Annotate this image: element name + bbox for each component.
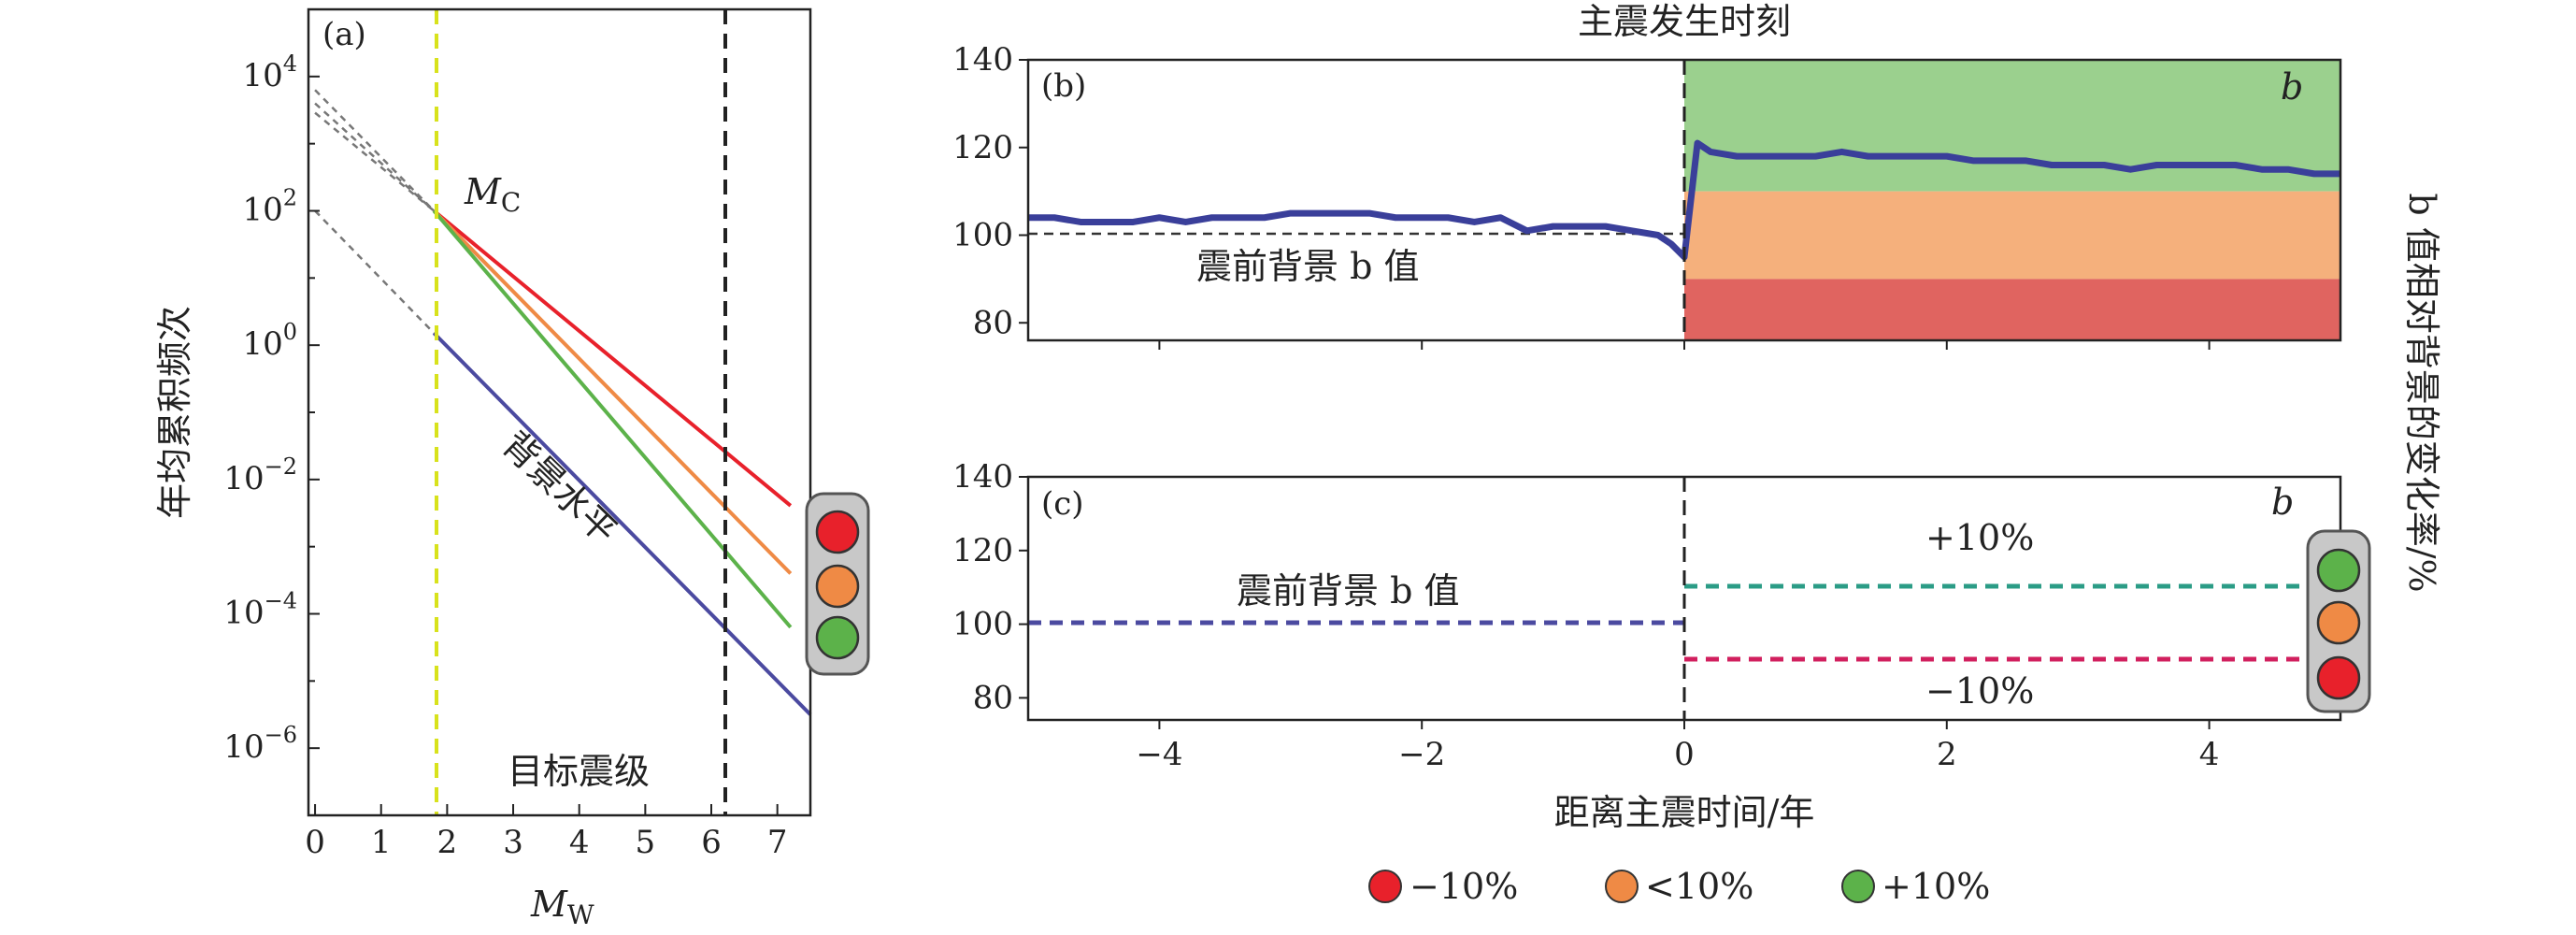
a-ytick-label: 102 [242, 185, 297, 229]
legend-green-label: +10% [1882, 866, 1990, 907]
right-ylabel: b 值相对背景的变化率/% [2401, 193, 2442, 592]
a-xtick-label: 5 [636, 824, 656, 861]
mainshock-time-title: 主震发生时刻 [1578, 1, 1791, 42]
panel-c-corner-label: b [2271, 482, 2294, 523]
b-ytick-label: 100 [952, 217, 1013, 254]
extrapolation-line-0 [314, 111, 436, 212]
panel-a-label: (a) [322, 16, 366, 53]
traffic-light-c-orange [2316, 600, 2361, 645]
c-ytick-label: 140 [952, 458, 1013, 496]
frequency-line-3 [432, 331, 812, 716]
frequency-line-1 [432, 209, 793, 575]
b-ytick-label: 80 [973, 304, 1013, 341]
traffic-light-a-green [815, 615, 860, 660]
panel-c-minus-label: −10% [1925, 670, 2034, 712]
c-ytick-label: 100 [952, 606, 1013, 643]
a-xtick-label: 7 [767, 824, 788, 861]
a-ytick-label: 10−2 [223, 453, 297, 497]
mc-label-sub: C [501, 187, 521, 218]
panel-a-ticks: 0 1 2 3 4 5 6 7 104 102 100 10−2 10−4 10−6 [223, 8, 788, 861]
panel-b: 80 100 120 140 (b) b 震前背景 b 值 [952, 41, 2342, 350]
panel-c-ticks: 80 100 120 140 −4 −2 0 2 4 [952, 458, 2219, 773]
panel-a-ylabel: 年均累积频次 [154, 306, 195, 519]
legend-red-swatch [1368, 870, 1402, 903]
a-ytick-label: 10−4 [223, 588, 297, 632]
b-ytick-label: 140 [952, 41, 1013, 79]
a-ytick-label: 100 [242, 319, 297, 363]
panel-c-label: (c) [1041, 485, 1084, 523]
panel-a-lines [314, 89, 812, 716]
a-xtick-label: 1 [371, 824, 392, 861]
traffic-light-a-red [815, 510, 860, 554]
b-zone-0 [1684, 60, 2340, 192]
c-xtick-label: −2 [1398, 736, 1445, 773]
panel-a-xlabel: MW [530, 884, 594, 930]
panel-c: 80 100 120 140 −4 −2 0 2 4 (c) b 震前背景 b 值 +10% −… [952, 458, 2371, 833]
panel-a-xlabel-main: M [530, 884, 568, 925]
panel-c-plus-label: +10% [1925, 517, 2034, 558]
mc-label: MC [464, 171, 521, 218]
panel-b-label: (b) [1041, 67, 1086, 105]
b-ytick-label: 120 [952, 129, 1013, 166]
c-ytick-label: 120 [952, 532, 1013, 569]
legend-green-swatch [1841, 870, 1875, 903]
c-xtick-label: 4 [2199, 736, 2220, 773]
traffic-light-a-orange [815, 564, 860, 609]
panel-b-zones [1684, 60, 2340, 340]
mc-label-main: M [464, 171, 502, 212]
target-magnitude-label: 目标震级 [508, 751, 650, 792]
traffic-light-c-red [2316, 655, 2361, 700]
a-ytick-label: 104 [242, 50, 297, 94]
extrapolation-line-1 [314, 102, 436, 212]
traffic-light-a [805, 492, 870, 676]
a-xtick-label: 2 [437, 824, 458, 861]
panel-c-baseline-label: 震前背景 b 值 [1237, 570, 1459, 611]
legend-orange-swatch [1605, 870, 1639, 903]
traffic-light-c-green [2316, 548, 2361, 593]
a-xtick-label: 3 [503, 824, 523, 861]
panel-b-baseline-label: 震前背景 b 值 [1196, 246, 1419, 287]
legend: −10% <10% +10% [1368, 866, 1990, 907]
b-zone-1 [1684, 191, 2340, 280]
extrapolation-line-2 [314, 89, 436, 212]
c-ytick-label: 80 [973, 679, 1013, 716]
a-xtick-label: 0 [305, 824, 325, 861]
panel-a-xlabel-sub: W [567, 899, 594, 930]
background-level-label: 背景水平 [494, 424, 625, 552]
panel-c-xlabel: 距离主震时间/年 [1554, 792, 1815, 833]
panel-b-ticks: 80 100 120 140 [952, 41, 2211, 350]
panel-a-frame [307, 7, 812, 817]
a-xtick-label: 6 [701, 824, 722, 861]
frequency-line-0 [432, 209, 793, 508]
legend-orange-label: <10% [1645, 866, 1753, 907]
b-zone-2 [1684, 279, 2340, 340]
c-xtick-label: 0 [1674, 736, 1695, 773]
c-xtick-label: −4 [1136, 736, 1182, 773]
a-ytick-label: 10−6 [223, 722, 297, 766]
panel-b-corner-label: b [2281, 66, 2303, 108]
frequency-line-2 [432, 209, 793, 629]
c-xtick-label: 2 [1937, 736, 1957, 773]
extrapolation-line-3 [314, 209, 436, 335]
traffic-light-c [2306, 529, 2371, 713]
a-xtick-label: 4 [569, 824, 590, 861]
legend-red-label: −10% [1410, 866, 1518, 907]
